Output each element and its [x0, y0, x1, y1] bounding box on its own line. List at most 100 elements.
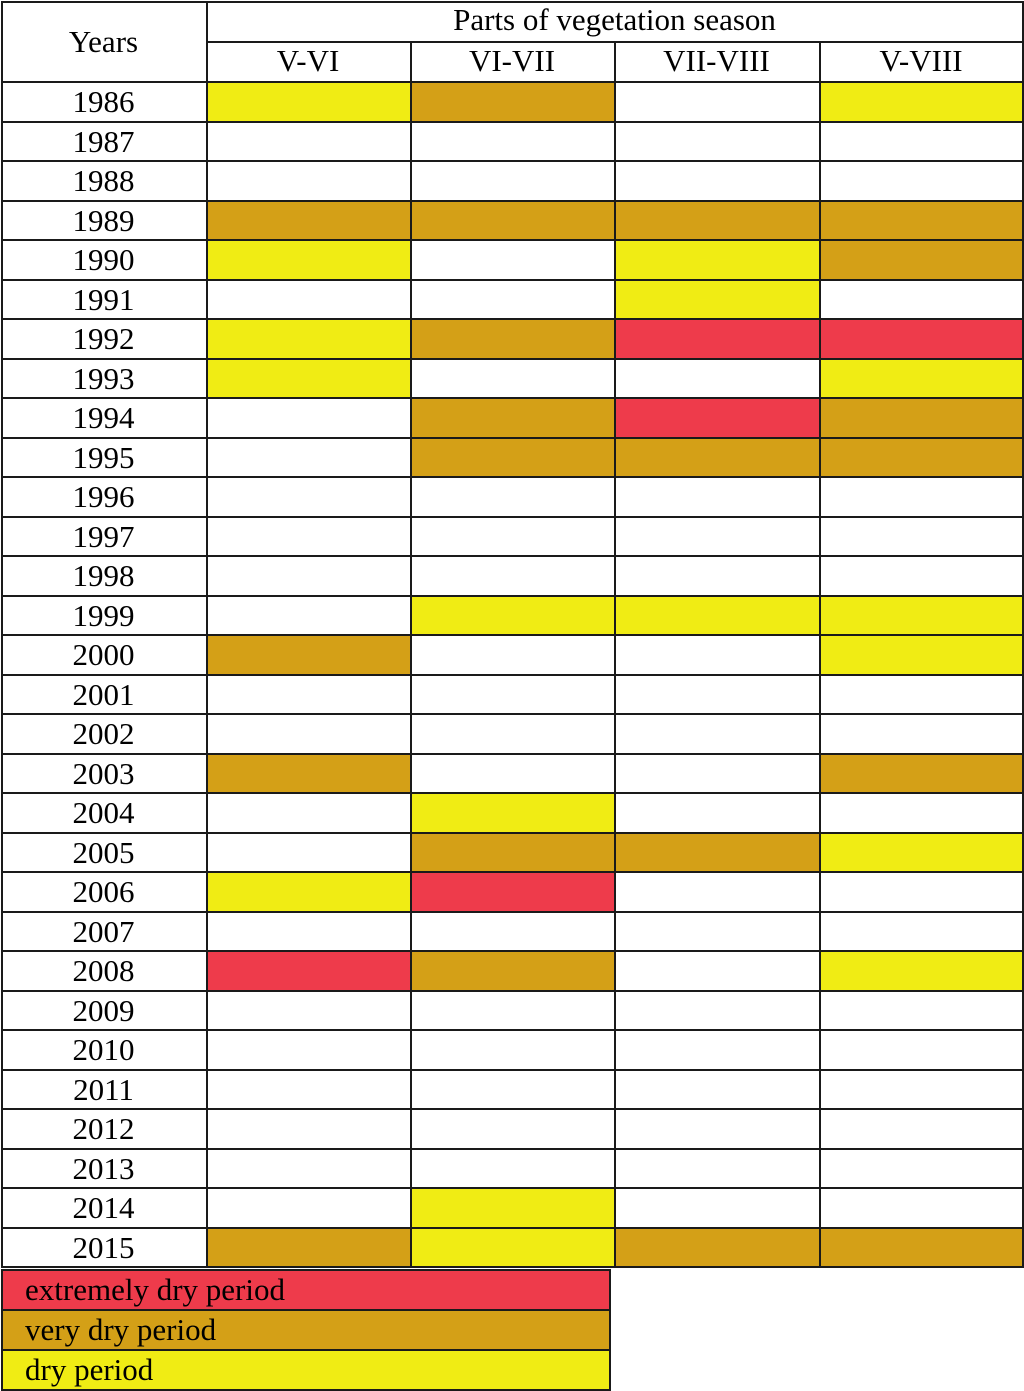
drought-cell	[410, 594, 616, 636]
drought-cell	[410, 1029, 616, 1071]
drought-cell	[819, 989, 1024, 1031]
drought-cell	[206, 752, 412, 794]
drought-cell	[410, 1187, 616, 1229]
drought-cell	[819, 357, 1024, 399]
year-label: 2002	[72, 716, 135, 752]
drought-cell	[206, 1068, 412, 1110]
drought-cell	[819, 515, 1024, 557]
year-label: 1987	[72, 123, 135, 159]
drought-cell	[614, 436, 821, 478]
drought-cell	[206, 910, 412, 952]
year-label: 1997	[72, 518, 135, 554]
drought-cell	[410, 831, 616, 873]
drought-cell	[819, 1108, 1024, 1150]
drought-cell	[206, 1029, 412, 1071]
drought-cell	[819, 792, 1024, 834]
drought-cell	[206, 594, 412, 636]
drought-cell	[410, 950, 616, 992]
drought-cell	[614, 160, 821, 202]
drought-cell	[410, 476, 616, 518]
drought-cell	[410, 1068, 616, 1110]
drought-cell	[206, 357, 412, 399]
drought-cell	[819, 594, 1024, 636]
drought-cell	[614, 1029, 821, 1071]
drought-cell	[819, 871, 1024, 913]
year-label: 2003	[72, 755, 135, 791]
drought-cell	[206, 1226, 412, 1268]
year-label: 2013	[72, 1150, 135, 1186]
drought-cell	[206, 989, 412, 1031]
drought-cell	[819, 120, 1024, 162]
drought-cell	[819, 634, 1024, 676]
drought-cell	[410, 120, 616, 162]
drought-cell	[819, 278, 1024, 320]
drought-cell	[206, 871, 412, 913]
drought-cell	[614, 950, 821, 992]
drought-cell	[206, 1187, 412, 1229]
drought-cell	[206, 634, 412, 676]
year-label: 1988	[72, 163, 135, 199]
drought-cell	[614, 476, 821, 518]
year-label: 1994	[72, 400, 135, 436]
drought-cell	[819, 1226, 1024, 1268]
drought-cell	[614, 555, 821, 597]
drought-cell	[410, 673, 616, 715]
drought-cell	[819, 555, 1024, 597]
drought-cell	[206, 278, 412, 320]
year-label: 2011	[73, 1071, 134, 1107]
year-label: 2000	[72, 637, 135, 673]
drought-cell	[819, 831, 1024, 873]
year-label: 2009	[72, 992, 135, 1028]
legend-item-dry: dry period	[1, 1349, 611, 1391]
drought-cell	[410, 318, 616, 360]
column-header: V-VI	[276, 42, 340, 78]
drought-cell	[410, 436, 616, 478]
drought-cell	[410, 81, 616, 123]
drought-cell	[410, 239, 616, 281]
drought-cell	[819, 1029, 1024, 1071]
year-label: 1996	[72, 479, 135, 515]
drought-cell	[614, 910, 821, 952]
drought-cell	[614, 199, 821, 241]
legend-item-very: very dry period	[1, 1309, 611, 1351]
year-label: 2005	[72, 834, 135, 870]
drought-cell	[410, 1226, 616, 1268]
years-header: Years	[68, 23, 139, 59]
drought-cell	[614, 318, 821, 360]
year-label: 1999	[72, 597, 135, 633]
group-header: Parts of vegetation season	[453, 1, 776, 37]
drought-cell	[206, 199, 412, 241]
drought-cell	[410, 713, 616, 755]
drought-cell	[410, 199, 616, 241]
column-header: VII-VIII	[663, 42, 770, 78]
year-label: 1992	[72, 321, 135, 357]
drought-cell	[614, 1068, 821, 1110]
drought-cell	[819, 673, 1024, 715]
drought-cell	[614, 397, 821, 439]
column-header: VI-VII	[468, 42, 556, 78]
drought-cell	[614, 278, 821, 320]
year-label: 1993	[72, 360, 135, 396]
drought-cell	[206, 436, 412, 478]
year-label: 2010	[72, 1032, 135, 1068]
drought-cell	[206, 713, 412, 755]
year-label: 1995	[72, 439, 135, 475]
year-label: 2007	[72, 913, 135, 949]
drought-cell	[819, 318, 1024, 360]
year-label: 2004	[72, 795, 135, 831]
drought-cell	[410, 989, 616, 1031]
drought-cell	[206, 397, 412, 439]
drought-cell	[614, 792, 821, 834]
column-header: V-VIII	[879, 42, 963, 78]
drought-cell	[206, 120, 412, 162]
drought-cell	[206, 81, 412, 123]
year-label: 1998	[72, 558, 135, 594]
drought-cell	[819, 950, 1024, 992]
drought-cell	[410, 357, 616, 399]
drought-cell	[206, 515, 412, 557]
year-label: 2006	[72, 874, 135, 910]
drought-cell	[614, 634, 821, 676]
drought-cell	[410, 1108, 616, 1150]
drought-cell	[614, 81, 821, 123]
drought-cell	[410, 910, 616, 952]
